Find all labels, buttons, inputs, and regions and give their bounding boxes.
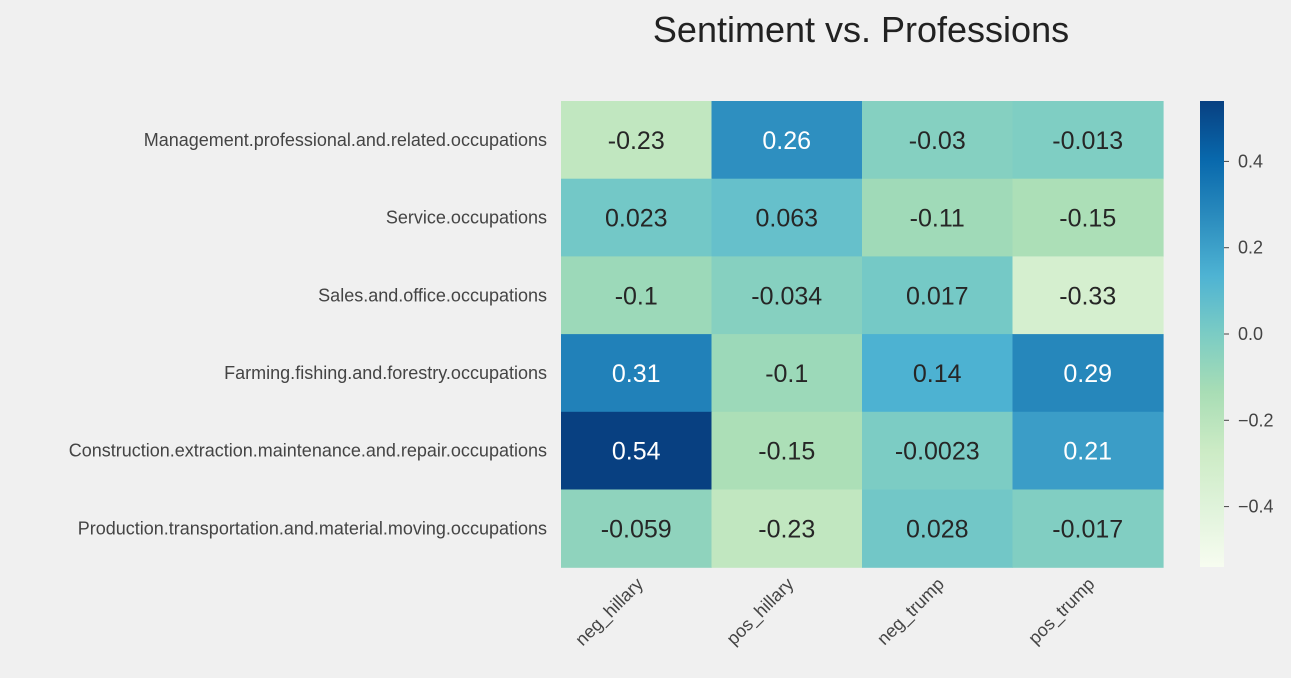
heatmap-cell — [862, 411, 1014, 491]
heatmap-cell — [711, 411, 863, 491]
cell-value-label: 0.023 — [605, 205, 668, 233]
cell-value-label: -0.11 — [910, 205, 965, 233]
cell-value-label: -0.013 — [1052, 127, 1123, 155]
column-label: pos_trump — [1024, 574, 1099, 649]
heatmap-cell — [862, 256, 1014, 335]
column-label: neg_hillary — [571, 574, 647, 650]
heatmap-cell — [1012, 178, 1164, 257]
heatmap-cell — [561, 178, 713, 257]
heatmap-cell — [862, 101, 1014, 180]
colorbar-gradient — [1200, 101, 1224, 567]
heatmap-cell — [711, 334, 863, 413]
cell-value-label: 0.31 — [612, 360, 661, 388]
heatmap-cell — [1012, 334, 1164, 413]
heatmap-cell — [1012, 411, 1164, 491]
heatmap-cell — [1012, 489, 1164, 568]
cell-value-label: -0.23 — [608, 127, 665, 155]
cell-value-label: -0.1 — [615, 282, 658, 310]
row-label: Farming.fishing.and.forestry.occupations — [224, 363, 547, 383]
cell-value-label: 0.26 — [762, 127, 811, 155]
colorbar-tick-label: −0.4 — [1238, 497, 1274, 517]
cell-value-label: 0.54 — [612, 438, 661, 466]
row-label: Construction.extraction.maintenance.and.… — [69, 441, 547, 461]
cell-value-label: -0.1 — [765, 360, 808, 388]
cell-value-label: 0.017 — [906, 282, 969, 310]
chart-title: Sentiment vs. Professions — [653, 9, 1069, 50]
heatmap-cell — [711, 489, 863, 568]
row-label: Production.transportation.and.material.m… — [78, 518, 547, 538]
heatmap-cell — [1012, 101, 1164, 180]
heatmap-cell — [862, 334, 1014, 413]
cell-value-label: 0.29 — [1063, 360, 1112, 388]
cell-value-label: -0.0023 — [895, 438, 980, 466]
colorbar — [1200, 101, 1224, 567]
colorbar-tick-label: 0.2 — [1238, 238, 1263, 258]
heatmap-cell — [561, 411, 713, 491]
cell-value-label: 0.028 — [906, 515, 969, 543]
cell-value-label: -0.034 — [751, 282, 822, 310]
heatmap-cell — [561, 101, 713, 180]
cell-value-label: -0.03 — [909, 127, 966, 155]
heatmap-cell — [561, 489, 713, 568]
row-label: Service.occupations — [386, 208, 547, 228]
column-label: pos_hillary — [723, 574, 799, 650]
row-label: Sales.and.office.occupations — [318, 285, 547, 305]
colorbar-tick-label: 0.0 — [1238, 324, 1263, 344]
heatmap-cells: -0.23 0.26 -0.03 -0.013 0.023 0.063 -0.11 -0.15… — [561, 101, 1164, 568]
heatmap-cell — [711, 101, 863, 180]
cell-value-label: -0.33 — [1059, 282, 1116, 310]
row-labels: Management.professional.and.related.occu… — [69, 130, 547, 538]
cell-value-label: -0.15 — [758, 438, 815, 466]
column-label: neg_trump — [873, 574, 949, 650]
colorbar-tick-label: 0.4 — [1238, 151, 1263, 171]
cell-value-label: -0.15 — [1059, 205, 1116, 233]
colorbar-tick-label: −0.2 — [1238, 410, 1274, 430]
cell-value-label: -0.059 — [601, 515, 672, 543]
heatmap-cell — [711, 178, 863, 257]
heatmap-cell — [862, 178, 1014, 257]
cell-value-label: 0.063 — [755, 205, 818, 233]
column-labels: neg_hillary pos_hillary neg_trump pos_trump — [571, 574, 1099, 650]
row-label: Management.professional.and.related.occu… — [144, 130, 547, 150]
colorbar-ticks: 0.4 0.2 0.0 −0.2 −0.4 — [1224, 151, 1274, 517]
heatmap-cell — [561, 334, 713, 413]
heatmap-cell — [1012, 256, 1164, 335]
cell-value-label: -0.017 — [1052, 515, 1123, 543]
cell-value-label: -0.23 — [758, 515, 815, 543]
heatmap-cell — [862, 489, 1014, 568]
cell-value-label: 0.21 — [1063, 438, 1112, 466]
cell-value-label: 0.14 — [913, 360, 962, 388]
heatmap-cell — [561, 256, 713, 335]
heatmap-cell — [711, 256, 863, 335]
